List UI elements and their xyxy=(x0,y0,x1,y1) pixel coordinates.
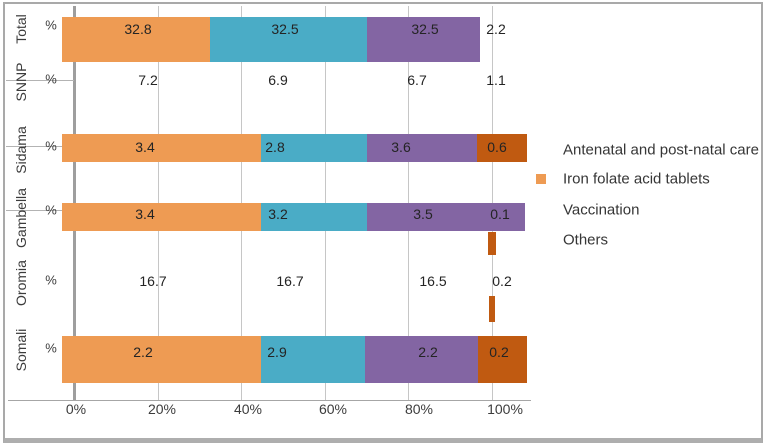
category-unit-label: % xyxy=(45,202,57,218)
value-label: 0.6 xyxy=(487,139,507,155)
category-label: Oromia xyxy=(13,260,29,306)
category-unit-label: % xyxy=(45,340,57,356)
value-label: 3.2 xyxy=(268,206,288,222)
value-label: 2.2 xyxy=(486,21,506,37)
bar-segment-orange xyxy=(62,134,261,162)
bar-segment-purple xyxy=(367,17,480,62)
category-label: Sidama xyxy=(13,126,29,174)
x-tick-label: 100% xyxy=(487,401,523,417)
value-label: 32.5 xyxy=(271,21,299,37)
x-tick-label: 60% xyxy=(318,401,348,417)
bar-segment-teal xyxy=(210,17,367,62)
value-label: 16.7 xyxy=(139,273,167,289)
bar-segment-purple xyxy=(367,203,525,231)
x-axis-line xyxy=(8,400,531,401)
category-unit-label: % xyxy=(45,272,57,288)
category-unit-label: % xyxy=(45,138,57,154)
y-axis-tick xyxy=(6,80,74,81)
value-label: 3.4 xyxy=(135,139,155,155)
legend-label-2: Iron folate acid tablets xyxy=(563,170,710,188)
bar-segment-purple xyxy=(367,134,477,162)
value-label: 6.7 xyxy=(407,72,427,88)
value-label: 1.1 xyxy=(486,72,506,88)
bar-segment-teal xyxy=(261,203,367,231)
value-label: 6.9 xyxy=(268,72,288,88)
value-label: 2.2 xyxy=(418,344,438,360)
bar-segment-teal xyxy=(261,134,367,162)
value-label: 32.8 xyxy=(124,21,152,37)
bar-segment-brown xyxy=(477,134,527,162)
x-tick-label: 40% xyxy=(233,401,263,417)
value-label: 3.4 xyxy=(135,206,155,222)
value-label: 7.2 xyxy=(138,72,158,88)
x-tick-label: 80% xyxy=(404,401,434,417)
value-label: 32.5 xyxy=(411,21,439,37)
bar-segment-brown xyxy=(488,232,496,255)
legend-swatch-2 xyxy=(536,174,546,184)
value-label: 3.6 xyxy=(391,139,411,155)
legend-label-1: Antenatal and post-natal care xyxy=(563,141,759,159)
category-unit-label: % xyxy=(45,71,57,87)
legend-label-3: Vaccination xyxy=(563,201,640,219)
bar-segment-orange xyxy=(62,203,261,231)
category-label: Gambella xyxy=(13,188,29,248)
category-label: Somali xyxy=(13,328,29,372)
category-label: SNNP xyxy=(13,62,29,102)
bar-segment-teal xyxy=(261,336,365,383)
value-label: 16.7 xyxy=(276,273,304,289)
y-axis-tick xyxy=(6,210,74,211)
bar-segment-orange xyxy=(62,336,261,383)
bar-segment-brown xyxy=(489,296,495,322)
value-label: 2.2 xyxy=(133,344,153,360)
value-label: 2.8 xyxy=(265,139,285,155)
value-label: 0.2 xyxy=(489,344,509,360)
bar-segment-brown xyxy=(478,336,527,383)
y-axis-tick xyxy=(6,146,74,147)
category-unit-label: % xyxy=(45,17,57,33)
value-label: 0.1 xyxy=(490,206,510,222)
value-label: 16.5 xyxy=(419,273,447,289)
value-label: 3.5 xyxy=(413,206,433,222)
x-tick-label: 20% xyxy=(147,401,177,417)
legend-label-4: Others xyxy=(563,231,609,249)
value-label: 0.2 xyxy=(492,273,512,289)
category-label: Total xyxy=(13,14,29,44)
x-tick-label: 0% xyxy=(65,401,87,417)
value-label: 2.9 xyxy=(267,344,287,360)
bar-segment-orange xyxy=(62,17,210,62)
bar-segment-purple xyxy=(365,336,478,383)
